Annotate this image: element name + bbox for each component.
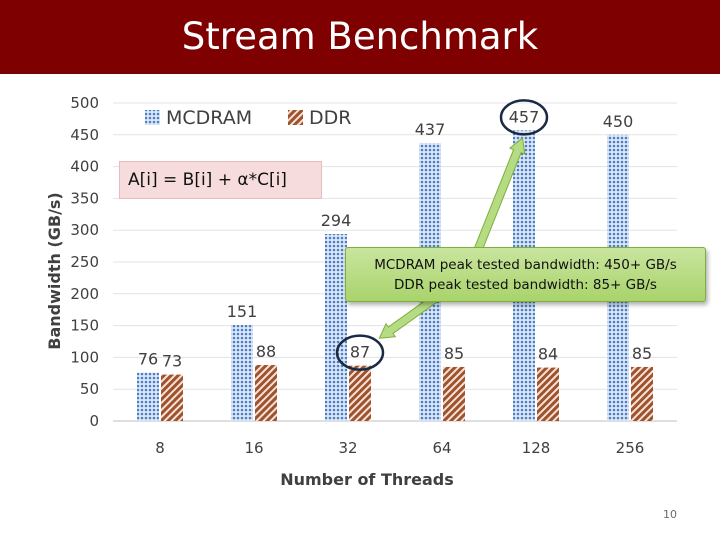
data-label-ddr-128: 84 — [538, 345, 558, 364]
y-tick-label: 500 — [70, 94, 99, 112]
x-tick-label: 32 — [338, 439, 357, 457]
y-tick-label: 400 — [70, 158, 99, 176]
bar-ddr-16 — [255, 365, 277, 421]
bar-ddr-32 — [349, 365, 371, 421]
y-tick-label: 50 — [80, 380, 99, 398]
callout-ddr-text: DDR peak tested bandwidth: 85+ GB/s — [394, 277, 657, 293]
x-tick-label: 8 — [155, 439, 165, 457]
callout-arrows — [378, 137, 526, 339]
data-label-mcdram-64: 437 — [415, 120, 446, 139]
legend-label-ddr: DDR — [309, 107, 351, 129]
bar-ddr-256 — [631, 366, 653, 421]
callout-arrow-mcdram — [470, 137, 526, 261]
bar-mcdram-16 — [231, 324, 253, 421]
highlight-ring-ddr — [335, 334, 385, 371]
y-tick-label: 150 — [70, 317, 99, 335]
data-label-ddr-16: 88 — [256, 342, 276, 361]
y-tick-label: 300 — [70, 221, 99, 239]
data-label-mcdram-128: 457 — [509, 107, 540, 126]
bar-ddr-64 — [443, 366, 465, 421]
y-tick-label: 200 — [70, 285, 99, 303]
legend-swatch-mcdram — [145, 110, 160, 125]
legend-swatch-ddr — [288, 110, 303, 125]
title-bar — [0, 0, 720, 74]
callout-mcdram-text: MCDRAM peak tested bandwidth: 450+ GB/s — [374, 257, 677, 273]
data-label-mcdram-16: 151 — [227, 302, 258, 321]
bar-mcdram-8 — [137, 372, 159, 421]
x-tick-label: 64 — [432, 439, 451, 457]
x-tick-label: 256 — [616, 439, 645, 457]
page-number: 10 — [663, 508, 677, 521]
tick-labels: 0 50 100 150 200 250 300 350 400 450 500 8 16 32 64 128… — [70, 94, 644, 457]
data-label-mcdram-256: 450 — [603, 112, 634, 131]
y-tick-label: 350 — [70, 189, 99, 207]
legend-label-mcdram: MCDRAM — [166, 107, 252, 129]
bar-mcdram-32 — [325, 234, 347, 421]
formula-box: A[i] = B[i] + α*C[i] — [119, 161, 322, 199]
data-label-ddr-256: 85 — [632, 344, 652, 363]
y-tick-label: 450 — [70, 126, 99, 144]
data-label-mcdram-8: 76 — [138, 350, 158, 369]
bar-ddr-128 — [537, 367, 559, 421]
y-tick-label: 0 — [89, 412, 99, 430]
data-label-ddr-8: 73 — [162, 352, 182, 371]
bar-ddr-8 — [161, 374, 183, 421]
highlight-ring-mcdram — [499, 99, 549, 136]
y-tick-label: 250 — [70, 253, 99, 271]
x-tick-label: 128 — [522, 439, 551, 457]
data-label-ddr-32: 87 — [350, 343, 370, 362]
x-axis-title: Number of Threads — [280, 470, 454, 489]
data-labels: 76 73 151 88 294 87 437 85 457 84 450 85 — [138, 107, 652, 370]
y-tick-label: 100 — [70, 348, 99, 366]
highlight-rings — [335, 99, 549, 371]
callout-box: MCDRAM peak tested bandwidth: 450+ GB/s … — [345, 247, 706, 302]
data-label-ddr-64: 85 — [444, 344, 464, 363]
y-axis-title: Bandwidth (GB/s) — [45, 192, 64, 349]
legend: MCDRAM DDR — [145, 107, 351, 129]
data-label-mcdram-32: 294 — [321, 211, 352, 230]
slide-title: Stream Benchmark — [181, 15, 539, 58]
x-tick-label: 16 — [244, 439, 263, 457]
